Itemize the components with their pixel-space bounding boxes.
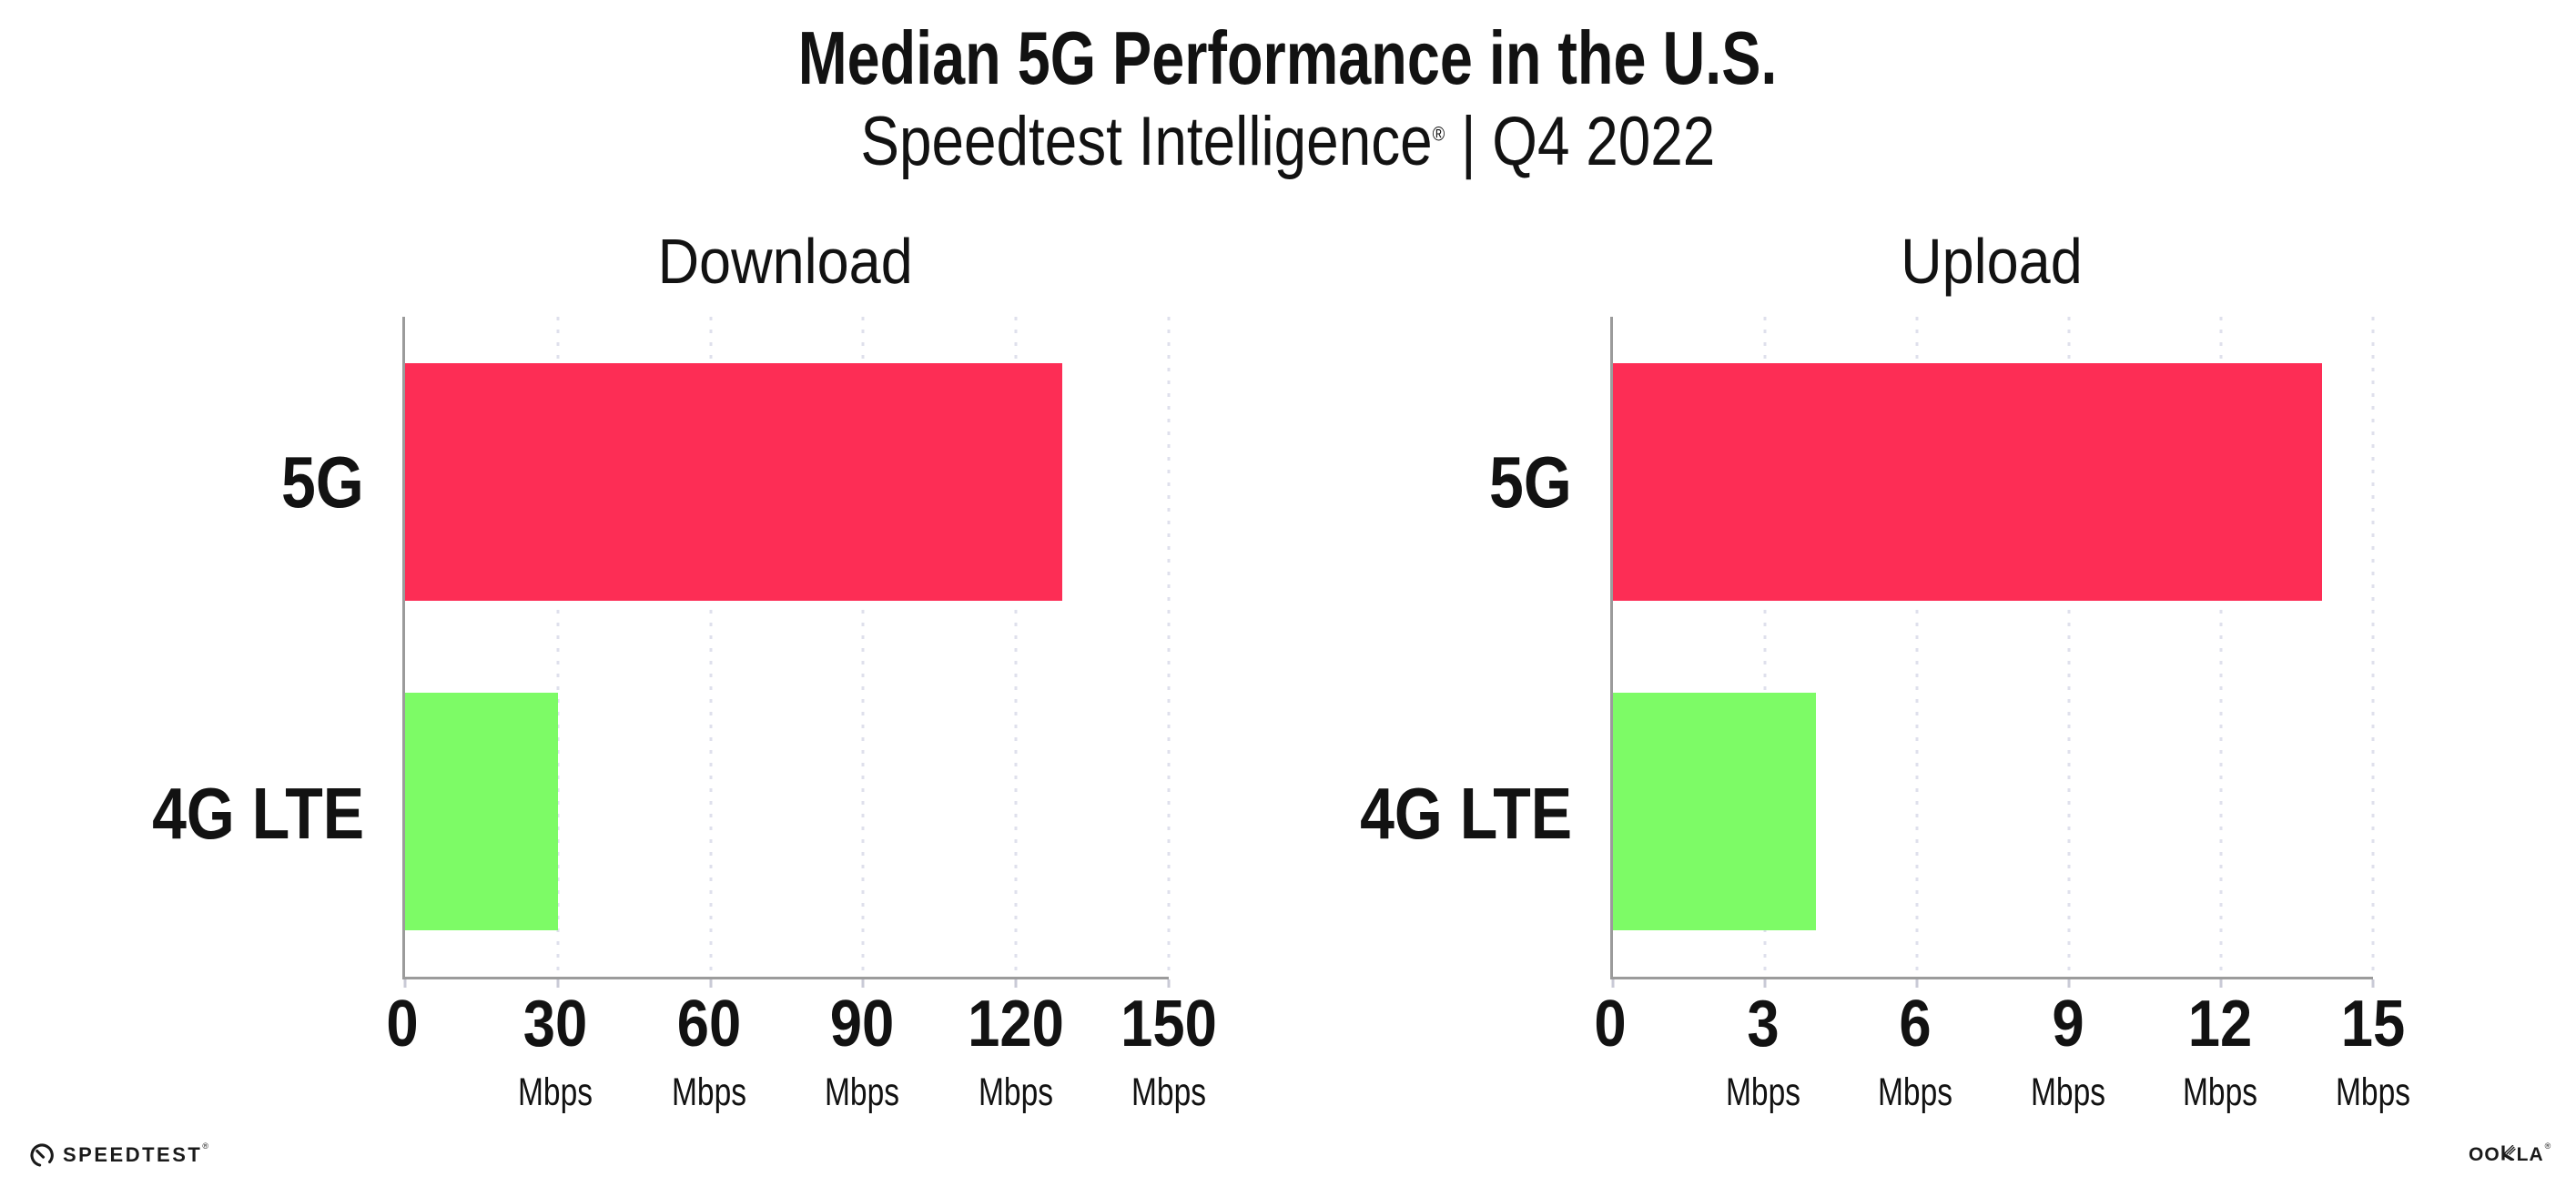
x-tick-value: 60 (676, 988, 742, 1060)
gridline (1763, 317, 1767, 977)
x-axis-tickmark (2067, 979, 2071, 988)
x-tick-unit: Mbps (2183, 1070, 2258, 1114)
chart-title-download: Download (402, 229, 1169, 293)
x-tick-value: 150 (1121, 988, 1217, 1060)
x-tick-value: 3 (1746, 988, 1780, 1060)
x-axis-tickmark (1611, 979, 1615, 988)
chart-title-upload: Upload (1610, 229, 2373, 293)
x-tick-label: 0 (384, 991, 421, 1057)
x-tick-label: 9 Mbps (2020, 991, 2115, 1112)
x-tick-value: 15 (2340, 988, 2406, 1060)
x-tick-unit: Mbps (1878, 1070, 1953, 1114)
x-tick-label: 3 Mbps (1715, 991, 1810, 1112)
x-tick-value: 0 (386, 988, 419, 1060)
bar-4g-lte (1613, 693, 1816, 931)
subtitle-brand: Speedtest Intelligence (860, 103, 1433, 180)
x-axis-tickmark (403, 979, 407, 988)
gridline (709, 317, 713, 977)
x-tick-unit: Mbps (2030, 1070, 2105, 1114)
x-axis-tickmark (1014, 979, 1018, 988)
x-tick-label: 90 Mbps (815, 991, 910, 1112)
x-tick-value: 90 (829, 988, 895, 1060)
gridline (1915, 317, 1919, 977)
ookla-registered-mark: ® (2544, 1141, 2551, 1151)
x-axis-tickmark (2219, 979, 2223, 988)
x-tick-label: 30 Mbps (508, 991, 603, 1112)
ookla-k-icon (2501, 1145, 2516, 1161)
x-tick-unit: Mbps (825, 1070, 900, 1114)
page-title: Median 5G Performance in the U.S. (0, 20, 2576, 96)
chart-title-download-text: Download (657, 226, 914, 297)
x-axis-tickmark (709, 979, 713, 988)
x-tick-value: 30 (523, 988, 588, 1060)
x-tick-unit: Mbps (2335, 1070, 2411, 1114)
x-tick-label: 6 Mbps (1868, 991, 1963, 1112)
gridline (1014, 317, 1018, 977)
category-label-5g: 5G (1489, 441, 1572, 522)
x-tick-label: 15 Mbps (2325, 991, 2420, 1112)
bar-5g (405, 362, 1062, 601)
y-axis-labels-download: 5G 4G LTE (0, 317, 402, 979)
x-tick-unit: Mbps (671, 1070, 746, 1114)
x-tick-value: 0 (1594, 988, 1627, 1060)
ookla-wordmark-left: OO (2469, 1144, 2500, 1165)
x-tick-unit: Mbps (1131, 1070, 1207, 1114)
gridline (861, 317, 865, 977)
gridline (2371, 317, 2375, 977)
gauge-icon (30, 1143, 54, 1167)
ookla-logo: OO LA ® (2469, 1141, 2551, 1165)
ookla-wordmark-right: LA (2516, 1144, 2544, 1165)
x-tick-label: 150 Mbps (1114, 991, 1223, 1112)
bar-4g-lte (405, 693, 558, 931)
gridline (2067, 317, 2071, 977)
x-axis-tickmark (556, 979, 560, 988)
bar-5g (1613, 362, 2323, 601)
y-axis-labels-upload: 5G 4G LTE (0, 317, 1610, 979)
x-tick-value: 120 (967, 988, 1064, 1060)
x-tick-label: 0 (1592, 991, 1628, 1057)
x-axis-tickmark (1915, 979, 1919, 988)
subtitle-period: | Q4 2022 (1445, 103, 1716, 180)
x-tick-unit: Mbps (978, 1070, 1053, 1114)
x-axis-labels-upload: 0 3 Mbps 6 Mbps 9 Mbps 12 Mbps 15 Mbps (1594, 991, 2410, 1146)
plot-area-download (402, 317, 1171, 988)
x-tick-label: 120 Mbps (961, 991, 1070, 1112)
gridline (2219, 317, 2223, 977)
x-axis-tickmark (2371, 979, 2375, 988)
x-tick-value: 12 (2188, 988, 2253, 1060)
subtitle: Speedtest Intelligence® | Q4 2022 (0, 107, 2576, 177)
x-tick-label: 12 Mbps (2173, 991, 2268, 1112)
registered-mark: ® (1432, 122, 1445, 146)
x-tick-unit: Mbps (518, 1070, 593, 1114)
x-axis-tickmark (1763, 979, 1767, 988)
x-axis-tickmark (861, 979, 865, 988)
category-label-5g: 5G (281, 441, 364, 522)
speedtest-logo: SPEEDTEST® (30, 1141, 208, 1168)
plot-area-upload (1610, 317, 2375, 988)
chart-title-upload-text: Upload (1901, 226, 2083, 297)
category-label-4g-lte: 4G LTE (1360, 773, 1572, 854)
x-axis-labels-download: 0 30 Mbps 60 Mbps 90 Mbps 120 Mbps 150 Mbps (386, 991, 1216, 1146)
speedtest-registered-mark: ® (202, 1141, 208, 1151)
x-tick-value: 9 (2052, 988, 2084, 1060)
x-tick-value: 6 (1899, 988, 1932, 1060)
speedtest-wordmark: SPEEDTEST (63, 1143, 203, 1166)
x-tick-label: 60 Mbps (661, 991, 756, 1112)
gridline (1167, 317, 1171, 977)
gridline (556, 317, 560, 977)
category-label-4g-lte: 4G LTE (152, 773, 364, 854)
page-title-text: Median 5G Performance in the U.S. (798, 15, 1778, 100)
x-tick-unit: Mbps (1725, 1070, 1800, 1114)
x-axis-tickmark (1167, 979, 1171, 988)
